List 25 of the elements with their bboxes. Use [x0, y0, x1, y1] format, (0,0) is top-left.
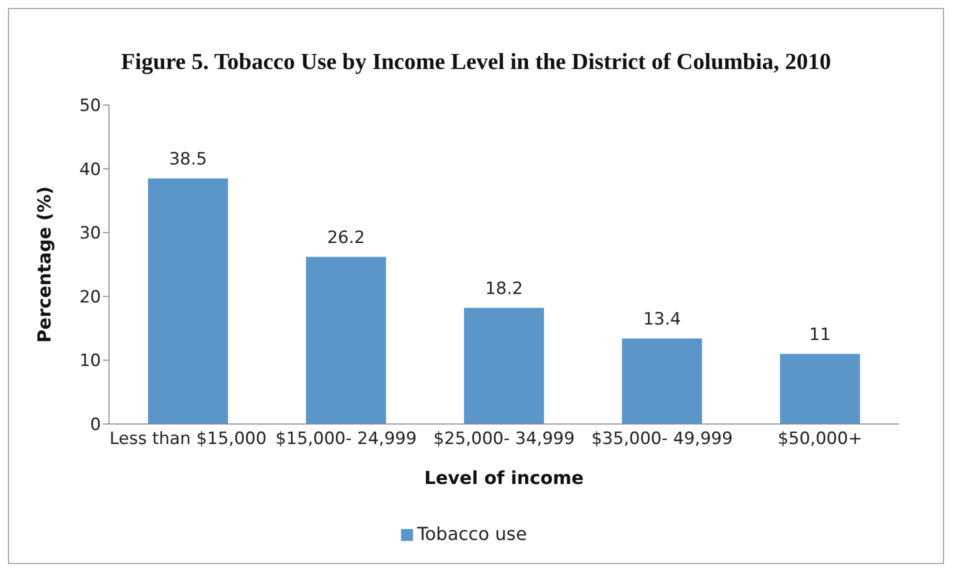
- data-label: 13.4: [643, 310, 681, 330]
- x-tick-label: Less than $15,000: [109, 429, 267, 450]
- bar: [148, 178, 228, 424]
- data-label: 26.2: [327, 228, 365, 248]
- bar: [306, 256, 386, 424]
- y-axis-title: Percentage (%): [34, 186, 56, 343]
- chart-title: Figure 5. Tobacco Use by Income Level in the District of Columbia, 2010: [120, 49, 832, 75]
- x-tick-label: $25,000- 34,999: [433, 429, 575, 450]
- data-label: 38.5: [169, 149, 207, 170]
- data-label: 18.2: [485, 278, 523, 299]
- y-tick-label: 30: [79, 224, 101, 244]
- data-label: 11: [809, 324, 831, 345]
- y-tick-label: 20: [79, 287, 101, 308]
- x-tick-label: $50,000+: [778, 429, 862, 450]
- bar: [622, 338, 702, 424]
- y-tick-label: 40: [79, 160, 101, 180]
- legend-label: Tobacco use: [417, 524, 527, 545]
- bar: [780, 354, 860, 424]
- x-tick-label: $15,000- 24,999: [275, 429, 417, 450]
- y-tick-label: 50: [79, 96, 101, 116]
- y-tick-label: 10: [79, 351, 101, 372]
- y-tick-label: 0: [90, 415, 101, 436]
- x-axis-title: Level of income: [424, 468, 584, 489]
- x-tick-label: $35,000- 49,999: [591, 429, 733, 450]
- bar: [464, 308, 544, 424]
